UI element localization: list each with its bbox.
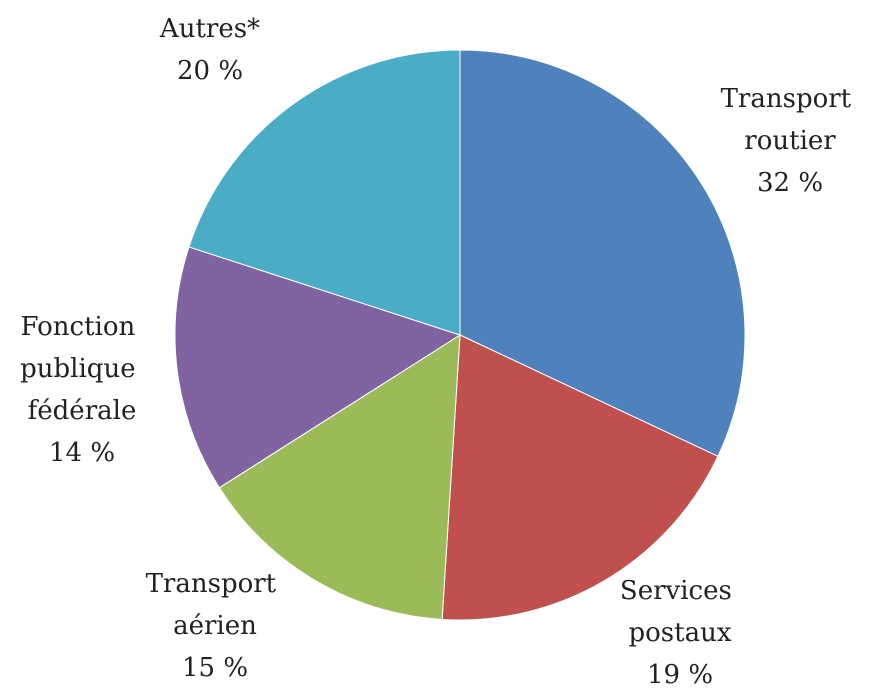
value-label: 19 % bbox=[647, 660, 713, 690]
value-label: 15 % bbox=[182, 653, 248, 683]
label-line: Transport bbox=[721, 84, 860, 114]
slice-label: Autres* bbox=[159, 14, 260, 44]
slice-label: Services postaux bbox=[620, 576, 740, 648]
label-line: aérien bbox=[173, 611, 257, 641]
label-line: publique bbox=[20, 354, 144, 384]
pie-slice bbox=[188, 49, 461, 336]
pie-slice bbox=[174, 246, 462, 489]
pie-slice bbox=[218, 334, 461, 620]
pie-slice bbox=[459, 49, 746, 458]
label-line: Fonction bbox=[20, 312, 143, 342]
label-line: postaux bbox=[629, 618, 732, 648]
value-label: 32 % bbox=[757, 168, 823, 198]
pie-slice bbox=[441, 334, 719, 621]
slice-label: Fonction publique fédérale bbox=[20, 312, 144, 426]
label-line: fédérale bbox=[28, 396, 137, 426]
slice-label: Transport aérien bbox=[146, 569, 285, 641]
label-line: routier bbox=[744, 126, 836, 156]
value-label: 20 % bbox=[177, 56, 243, 86]
label-line: Transport bbox=[146, 569, 285, 599]
slice-label: Transport routier bbox=[721, 84, 860, 156]
value-label: 14 % bbox=[49, 438, 115, 468]
label-line: Autres* bbox=[159, 14, 260, 44]
label-line: Services bbox=[620, 576, 740, 606]
